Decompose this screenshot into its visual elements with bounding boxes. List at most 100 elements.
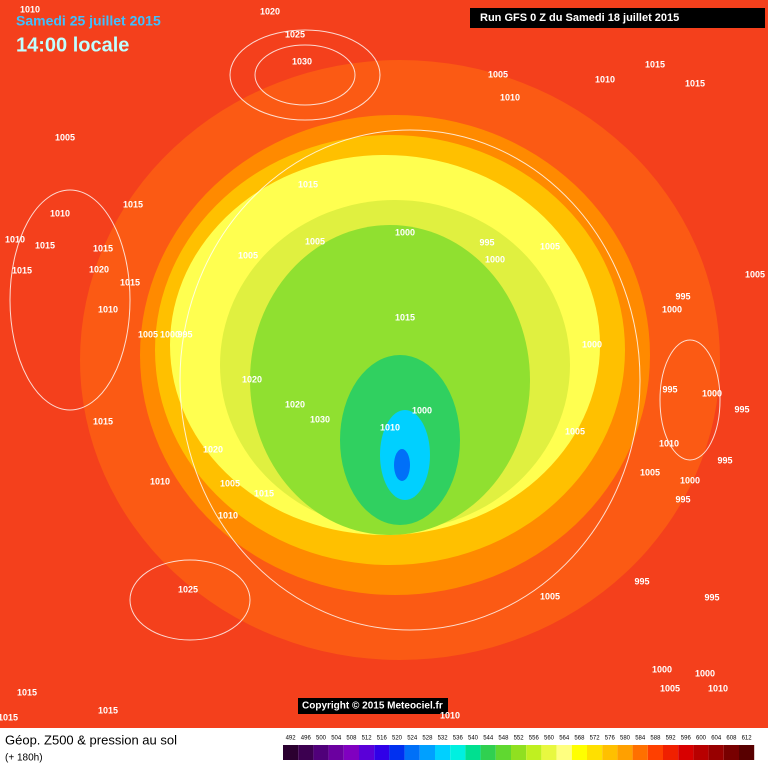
- isobar-label: 1010: [440, 710, 460, 720]
- legend-swatch: [511, 745, 527, 760]
- legend-swatch: [647, 745, 663, 760]
- legend-label: 604: [711, 736, 722, 742]
- zone: [394, 449, 410, 481]
- isobars: [9, 29, 721, 641]
- legend-swatch: [283, 745, 299, 760]
- legend-label: 496: [301, 736, 312, 742]
- legend-swatch: [587, 745, 603, 760]
- isobar-label: 1015: [395, 312, 415, 322]
- isobar-label: 1010: [659, 438, 679, 448]
- isobar-label: 1030: [292, 56, 312, 66]
- legend-swatch: [739, 745, 755, 760]
- isobar-label: 1020: [260, 6, 280, 16]
- copyright-box: [298, 698, 448, 714]
- isobar-label: 1010: [218, 510, 238, 520]
- isobar-label: 1000: [652, 664, 672, 674]
- legend-label: 492: [286, 736, 297, 742]
- legend-swatch: [328, 745, 344, 760]
- legend-swatch: [663, 745, 679, 760]
- legend-label: 512: [362, 736, 373, 742]
- isobar-label: 1005: [640, 467, 660, 477]
- isobar-label: 1020: [242, 374, 262, 384]
- isobar-label: 1000: [485, 254, 505, 264]
- legend-label: 536: [453, 736, 464, 742]
- isobar-label: 1015: [93, 243, 113, 253]
- legend-label: 600: [696, 736, 707, 742]
- legend-swatch: [632, 745, 648, 760]
- legend-swatch: [480, 745, 496, 760]
- legend-swatch: [541, 745, 557, 760]
- isobar-label: 1010: [595, 74, 615, 84]
- isobar-label: 995: [675, 494, 690, 504]
- isobar-label: 1005: [305, 236, 325, 246]
- isobar-label: 1025: [285, 29, 305, 39]
- isobar-label: 1015: [645, 59, 665, 69]
- legend-label: 544: [483, 736, 494, 742]
- isobar-label: 1005: [540, 591, 560, 601]
- legend-label: 528: [422, 736, 433, 742]
- isobar-label: 1015: [0, 712, 18, 722]
- isobar-label: 1000: [160, 329, 180, 339]
- isobar-label: 1000: [702, 388, 722, 398]
- isobar-label: 1010: [50, 208, 70, 218]
- isobar-label: 995: [479, 237, 494, 247]
- legend-label: 592: [666, 736, 677, 742]
- legend-swatch: [465, 745, 481, 760]
- isobar-label: 1000: [582, 339, 602, 349]
- isobar-label: 995: [675, 291, 690, 301]
- copyright: Copyright © 2015 Meteociel.fr: [302, 701, 443, 712]
- isobar-label: 1015: [254, 488, 274, 498]
- legend-swatch: [693, 745, 709, 760]
- legend-swatch: [450, 745, 466, 760]
- isobar-label: 995: [704, 592, 719, 602]
- legend-swatch: [374, 745, 390, 760]
- legend-label: 560: [544, 736, 555, 742]
- isobar-label: 1000: [395, 227, 415, 237]
- legend-swatch: [526, 745, 542, 760]
- isobar-label: 1015: [93, 416, 113, 426]
- footer-title: Géop. Z500 & pression au sol: [5, 732, 177, 747]
- isobar-label: 1000: [680, 475, 700, 485]
- legend-swatch: [495, 745, 511, 760]
- legend-label: 508: [346, 736, 357, 742]
- isobar-label: 1020: [89, 264, 109, 274]
- isobar-label: 1015: [298, 179, 318, 189]
- legend-swatch: [602, 745, 618, 760]
- legend-label: 548: [498, 736, 509, 742]
- legend-label: 556: [529, 736, 540, 742]
- isobar-label: 995: [662, 384, 677, 394]
- isobar-label: 995: [734, 404, 749, 414]
- isobar-label: 1010: [380, 422, 400, 432]
- isobar-label: 1015: [12, 265, 32, 275]
- isobar-label: 1000: [662, 304, 682, 314]
- isobar-label: 1010: [150, 476, 170, 486]
- isobar-label: 1010: [708, 683, 728, 693]
- date: Samedi 25 juillet 2015: [16, 13, 161, 29]
- legend-swatch: [313, 745, 329, 760]
- isobar-label: 1010: [500, 92, 520, 102]
- isobar-label: 1010: [98, 304, 118, 314]
- legend-swatch: [708, 745, 724, 760]
- isobar-label: 1015: [17, 687, 37, 697]
- legend-swatch: [556, 745, 572, 760]
- legend-swatch: [571, 745, 587, 760]
- legend-label: 504: [331, 736, 342, 742]
- isobar-label: 1000: [695, 668, 715, 678]
- time: 14:00 locale: [16, 34, 129, 56]
- legend-label: 572: [590, 736, 601, 742]
- legend-swatch: [617, 745, 633, 760]
- isobar-label: 995: [634, 576, 649, 586]
- legend-label: 608: [726, 736, 737, 742]
- legend-swatch: [723, 745, 739, 760]
- isobar-label: 1010: [5, 234, 25, 244]
- isobar-label: 1015: [120, 277, 140, 287]
- legend-label: 532: [438, 736, 449, 742]
- legend-label: 564: [559, 736, 570, 742]
- legend-label: 552: [514, 736, 525, 742]
- isobar-label: 1005: [488, 69, 508, 79]
- legend-label: 580: [620, 736, 631, 742]
- isobar-label: 1010: [20, 4, 40, 14]
- legend-swatch: [404, 745, 420, 760]
- legend-label: 596: [681, 736, 692, 742]
- isobar-label: 1005: [138, 329, 158, 339]
